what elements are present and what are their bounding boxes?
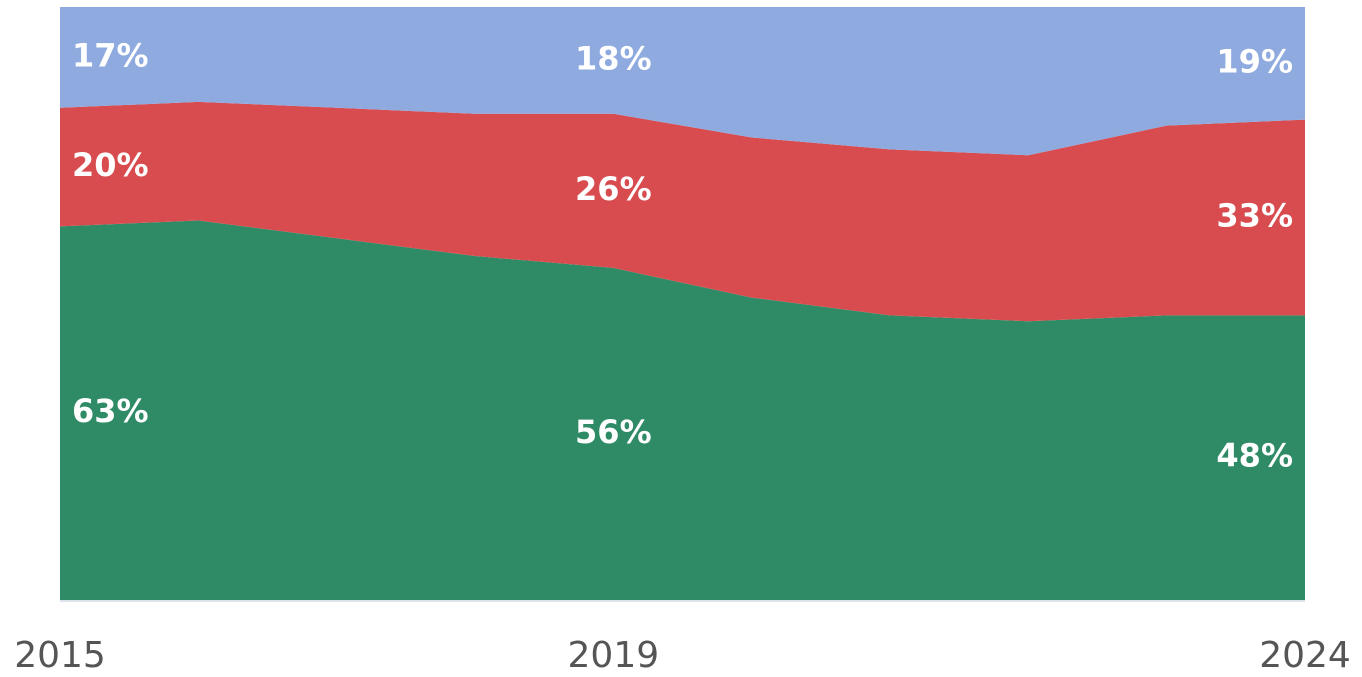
x-tick-label: 2019	[568, 635, 660, 676]
value-label: 26%	[575, 170, 652, 208]
area	[60, 7, 1305, 156]
x-tick-label: 2024	[1259, 635, 1351, 676]
value-label: 20%	[72, 146, 149, 184]
x-tick-label: 2015	[14, 635, 106, 676]
value-label: 33%	[1216, 197, 1293, 235]
value-label: 17%	[72, 36, 149, 74]
value-label: 63%	[72, 392, 149, 430]
value-label: 18%	[575, 39, 652, 77]
value-label: 56%	[575, 413, 652, 451]
value-label: 48%	[1216, 437, 1293, 475]
value-label: 19%	[1216, 42, 1293, 80]
area	[60, 101, 1305, 322]
area	[60, 220, 1305, 601]
